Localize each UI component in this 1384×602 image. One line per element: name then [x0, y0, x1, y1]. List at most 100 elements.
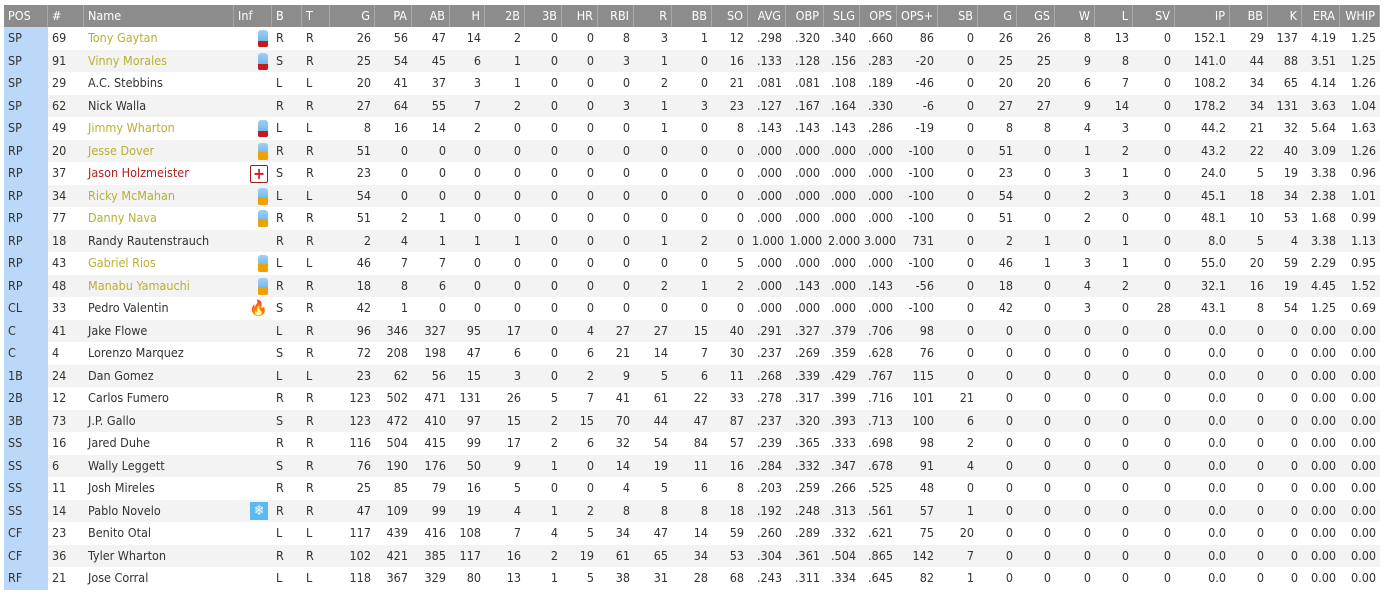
column-header-gs[interactable]: GS: [1017, 5, 1055, 27]
cell-gs: 20: [1036, 75, 1051, 90]
cell-era: 2.29: [1310, 255, 1336, 270]
player-name-link[interactable]: Jared Duhe: [88, 435, 151, 450]
cell-3b: 0: [550, 120, 558, 135]
column-header-inf[interactable]: Inf: [234, 5, 272, 27]
column-header-ab[interactable]: AB: [412, 5, 450, 27]
table-row[interactable]: RP 77 Danny Nava R R 51 2 1 0 0 0 0 0 0 0 0.000.000.000…: [4, 207, 1380, 230]
column-header-w[interactable]: W: [1055, 5, 1095, 27]
cell-2b: 1: [513, 52, 521, 68]
player-name-link[interactable]: Nick Walla: [88, 97, 147, 113]
cell-whip: 1.01: [1350, 187, 1376, 203]
cell-ip: 0.0: [1208, 367, 1226, 383]
column-header-obp[interactable]: OBP: [786, 5, 824, 27]
player-name-link[interactable]: Randy Rautenstrauch: [88, 232, 210, 248]
column-header-bb[interactable]: BB: [672, 5, 712, 27]
table-row[interactable]: SS 14 Pablo Novelo ❄ R R 47 109 99 19 4 1 2 8 8 8 18 .192…: [4, 499, 1380, 522]
player-name-link[interactable]: Lorenzo Marquez: [88, 345, 184, 360]
table-row[interactable]: SP 29 A.C. Stebbins L L 20 41 37 3 1 0 0 0 2 0 21.081.0…: [4, 72, 1380, 95]
column-header-pos[interactable]: POS: [4, 5, 48, 27]
table-row[interactable]: RF 21 Jose Corral L L 118 367 329 80 13 1 5 38 31 28 68…: [4, 567, 1380, 590]
column-header-g[interactable]: G: [978, 5, 1017, 27]
table-row[interactable]: SP 91 Vinny Morales S R 25 54 45 6 1 0 0 3 1 0 16 .133 .1…: [4, 49, 1380, 72]
column-header-name[interactable]: Name: [84, 5, 234, 27]
player-name-link[interactable]: Carlos Fumero: [88, 390, 169, 405]
player-name-link[interactable]: Tony Gaytan: [88, 30, 158, 45]
table-row[interactable]: 2B 12 Carlos Fumero R R 123 502 471 131 26 5 7 41 61 2…: [4, 387, 1380, 410]
column-header-ops[interactable]: OPS: [860, 5, 897, 27]
table-row[interactable]: C 41 Jake Flowe L R 96 346 327 95 17 0 4 27 27 15 40 .29…: [4, 319, 1380, 342]
column-header-ops-plus[interactable]: OPS+: [897, 5, 938, 27]
player-name-link[interactable]: Dan Gomez: [88, 367, 154, 383]
cell-sv: 0: [1163, 502, 1171, 518]
cell-2b: 7: [513, 525, 521, 540]
cell-whip: 1.52: [1350, 277, 1376, 293]
player-name-link[interactable]: A.C. Stebbins: [88, 75, 163, 90]
cell-rbi: 34: [615, 525, 630, 540]
column-header-whip[interactable]: WHIP: [1340, 5, 1380, 27]
table-row[interactable]: 1B 24 Dan Gomez L L 23 62 56 15 3 0 2 9 5 6 11.268.339.…: [4, 364, 1380, 387]
table-row[interactable]: SP 62 Nick Walla R R 27 64 55 7 2 0 0 3 1 3 23.127.167.…: [4, 94, 1380, 117]
table-row[interactable]: RP 43 Gabriel Rios L L 46 7 7 0 0 0 0 0 0 0 5 .000 .000 .0…: [4, 252, 1380, 275]
player-name-link[interactable]: Jose Corral: [88, 570, 149, 585]
table-row[interactable]: RP 34 Ricky McMahan L L 54 0 0 0 0 0 0 0 0 0 0.000.000.…: [4, 184, 1380, 207]
player-name-link[interactable]: Jason Holzmeister: [88, 165, 189, 180]
table-row[interactable]: RP 18 Randy Rautenstrauch R R 2 4 1 1 1 0 0 0 1 2 0 1.00…: [4, 229, 1380, 252]
column-header-sb[interactable]: SB: [938, 5, 978, 27]
cell-ops: .660: [867, 30, 893, 45]
table-row[interactable]: CF 36 Tyler Wharton R R 102 421 385 117 16 2 19 61 65…: [4, 544, 1380, 567]
cell-pos: CF: [4, 522, 48, 545]
table-row[interactable]: C 4 Lorenzo Marquez S R 72 208 198 47 6 0 6 21 14 7 30.…: [4, 342, 1380, 365]
column-header-h[interactable]: H: [450, 5, 485, 27]
cell-r: 0: [660, 165, 668, 180]
player-name-link[interactable]: Vinny Morales: [88, 52, 168, 68]
table-row[interactable]: SS 16 Jared Duhe R R 116 504 415 99 17 2 6 32 54 84 57.…: [4, 432, 1380, 455]
table-row[interactable]: CF 23 Benito Otal L L 117 439 416 108 7 4 5 34 47 14 59…: [4, 522, 1380, 545]
table-row[interactable]: SS 11 Josh Mireles R R 25 85 79 16 5 0 0 4 5 6 8 .203 .25…: [4, 477, 1380, 500]
column-header-rbi[interactable]: RBI: [598, 5, 634, 27]
column-header-slg[interactable]: SLG: [824, 5, 860, 27]
player-name-link[interactable]: Manabu Yamauchi: [88, 277, 190, 293]
column-header-pa[interactable]: PA: [375, 5, 412, 27]
player-name-link[interactable]: J.P. Gallo: [88, 412, 136, 428]
column-header-t[interactable]: T: [302, 5, 330, 27]
table-row[interactable]: CL 33 Pedro Valentin 🔥 S R 42 1 0 0 0 0 0 0 0 0 0 .000 .00…: [4, 297, 1380, 320]
player-name-link[interactable]: Jake Flowe: [88, 322, 148, 338]
table-row[interactable]: RP 20 Jesse Dover R R 51 0 0 0 0 0 0 0 0 0 0.000.000.00…: [4, 139, 1380, 162]
column-header-avg[interactable]: AVG: [748, 5, 786, 27]
column-header-l[interactable]: L: [1095, 5, 1133, 27]
table-row[interactable]: RP 48 Manabu Yamauchi R R 18 8 6 0 0 0 0 0 2 1 2 .000 .14…: [4, 274, 1380, 297]
player-name-link[interactable]: Pedro Valentin: [88, 300, 169, 315]
table-row[interactable]: SP 69 Tony Gaytan R R 26 56 47 14 2 0 0 8 3 1 12 .298 .32…: [4, 27, 1380, 50]
column-header-hr[interactable]: HR: [562, 5, 598, 27]
table-row[interactable]: SP 49 Jimmy Wharton L L 8 16 14 2 0 0 0 0 1 0 8 .143 .143…: [4, 117, 1380, 140]
column-header-k[interactable]: K: [1268, 5, 1302, 27]
table-row[interactable]: SS 6 Wally Leggett S R 76 190 176 50 9 1 0 14 19 11 16.…: [4, 454, 1380, 477]
player-name-link[interactable]: Wally Leggett: [88, 457, 165, 473]
player-name-link[interactable]: Ricky McMahan: [88, 187, 176, 203]
player-name-link[interactable]: Jimmy Wharton: [88, 120, 175, 135]
column-header-g[interactable]: G: [330, 5, 375, 27]
column-header-so[interactable]: SO: [712, 5, 748, 27]
cell-g: 76: [356, 457, 371, 473]
player-name-link[interactable]: Pablo Novelo: [88, 502, 161, 518]
table-row[interactable]: RP 37 Jason Holzmeister + S R 23 0 0 0 0 0 0 0 0 0 0 .000…: [4, 162, 1380, 185]
column-header-3b[interactable]: 3B: [525, 5, 562, 27]
column-header-era[interactable]: ERA: [1302, 5, 1340, 27]
player-name-link[interactable]: Gabriel Rios: [88, 255, 156, 270]
column-header-r[interactable]: R: [634, 5, 672, 27]
cell-bb: 44: [1249, 52, 1264, 68]
player-name-link[interactable]: Jesse Dover: [88, 142, 155, 158]
player-name-link[interactable]: Tyler Wharton: [88, 547, 166, 563]
table-row[interactable]: 3B 73 J.P. Gallo S R 123 472 410 97 15 2 15 70 44 47 87…: [4, 409, 1380, 432]
column-header-bb[interactable]: BB: [1230, 5, 1268, 27]
column-header-b[interactable]: B: [272, 5, 302, 27]
player-name-link[interactable]: Danny Nava: [88, 210, 157, 225]
column-header-ip[interactable]: IP: [1175, 5, 1230, 27]
column-header-2b[interactable]: 2B: [485, 5, 525, 27]
cell-ip: 178.2: [1193, 97, 1226, 113]
player-name-link[interactable]: Benito Otal: [88, 525, 152, 540]
cell-era: 4.19: [1310, 30, 1336, 45]
column-header-sv[interactable]: SV: [1133, 5, 1175, 27]
player-name-link[interactable]: Josh Mireles: [88, 480, 155, 495]
column-header-number[interactable]: #: [48, 5, 84, 27]
